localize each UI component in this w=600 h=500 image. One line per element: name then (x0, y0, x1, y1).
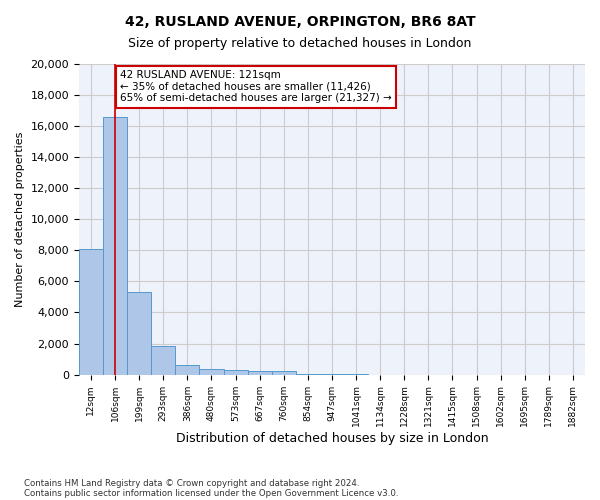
X-axis label: Distribution of detached houses by size in London: Distribution of detached houses by size … (176, 432, 488, 445)
Bar (175, 364, 199, 374)
Bar (151, 346, 175, 374)
Text: 42 RUSLAND AVENUE: 121sqm
← 35% of detached houses are smaller (11,426)
65% of s: 42 RUSLAND AVENUE: 121sqm ← 35% of detac… (120, 70, 392, 103)
Bar (272, 372, 296, 374)
Bar (79, 249, 103, 374)
Y-axis label: Number of detached properties: Number of detached properties (15, 132, 25, 307)
Bar (224, 370, 248, 374)
Text: 42, RUSLAND AVENUE, ORPINGTON, BR6 8AT: 42, RUSLAND AVENUE, ORPINGTON, BR6 8AT (125, 15, 475, 29)
Bar (199, 369, 224, 374)
Text: Contains HM Land Registry data © Crown copyright and database right 2024.: Contains HM Land Registry data © Crown c… (24, 478, 359, 488)
Bar (127, 292, 151, 374)
Bar (248, 372, 272, 374)
Text: Contains public sector information licensed under the Open Government Licence v3: Contains public sector information licen… (24, 488, 398, 498)
Text: Size of property relative to detached houses in London: Size of property relative to detached ho… (128, 38, 472, 51)
Bar (103, 117, 127, 374)
